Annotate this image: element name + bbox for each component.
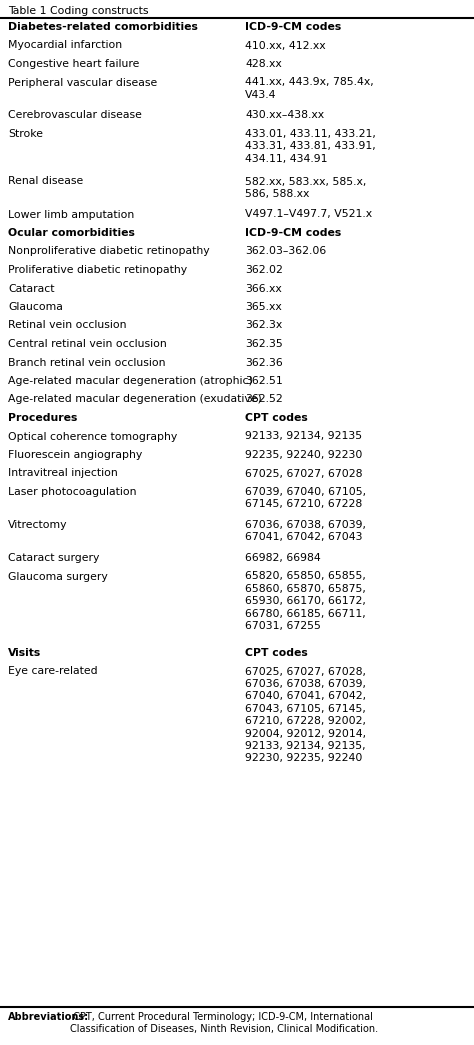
Text: Age-related macular degeneration (atrophic): Age-related macular degeneration (atroph… [8, 376, 253, 386]
Text: Cataract: Cataract [8, 283, 55, 294]
Text: 433.01, 433.11, 433.21,
433.31, 433.81, 433.91,
434.11, 434.91: 433.01, 433.11, 433.21, 433.31, 433.81, … [245, 129, 376, 164]
Text: Cerebrovascular disease: Cerebrovascular disease [8, 111, 142, 120]
Text: 65820, 65850, 65855,
65860, 65870, 65875,
65930, 66170, 66172,
66780, 66185, 667: 65820, 65850, 65855, 65860, 65870, 65875… [245, 572, 366, 631]
Text: Congestive heart failure: Congestive heart failure [8, 59, 139, 69]
Text: Procedures: Procedures [8, 413, 77, 423]
Text: Renal disease: Renal disease [8, 177, 83, 186]
Text: ICD-9-CM codes: ICD-9-CM codes [245, 22, 341, 32]
Text: Table 1 Coding constructs: Table 1 Coding constructs [8, 6, 148, 16]
Text: Vitrectomy: Vitrectomy [8, 520, 67, 530]
Text: 67036, 67038, 67039,
67041, 67042, 67043: 67036, 67038, 67039, 67041, 67042, 67043 [245, 520, 366, 542]
Text: Branch retinal vein occlusion: Branch retinal vein occlusion [8, 357, 165, 368]
Text: CPT, Current Procedural Terminology; ICD-9-CM, International
Classification of D: CPT, Current Procedural Terminology; ICD… [70, 1012, 378, 1035]
Text: 410.xx, 412.xx: 410.xx, 412.xx [245, 41, 326, 50]
Text: V497.1–V497.7, V521.x: V497.1–V497.7, V521.x [245, 209, 372, 219]
Text: 362.02: 362.02 [245, 265, 283, 275]
Text: 430.xx–438.xx: 430.xx–438.xx [245, 111, 324, 120]
Text: Intravitreal injection: Intravitreal injection [8, 468, 118, 479]
Text: Fluorescein angiography: Fluorescein angiography [8, 450, 142, 460]
Text: Abbreviations:: Abbreviations: [8, 1012, 89, 1022]
Text: Glaucoma: Glaucoma [8, 302, 63, 312]
Text: Age-related macular degeneration (exudative): Age-related macular degeneration (exudat… [8, 395, 262, 404]
Text: 362.35: 362.35 [245, 339, 283, 349]
Text: 362.36: 362.36 [245, 357, 283, 368]
Text: 67039, 67040, 67105,
67145, 67210, 67228: 67039, 67040, 67105, 67145, 67210, 67228 [245, 487, 366, 509]
Text: 92235, 92240, 92230: 92235, 92240, 92230 [245, 450, 363, 460]
Text: Myocardial infarction: Myocardial infarction [8, 41, 122, 50]
Text: Diabetes-related comorbidities: Diabetes-related comorbidities [8, 22, 198, 32]
Text: 441.xx, 443.9x, 785.4x,
V43.4: 441.xx, 443.9x, 785.4x, V43.4 [245, 77, 374, 100]
Text: Ocular comorbidities: Ocular comorbidities [8, 228, 135, 238]
Text: Peripheral vascular disease: Peripheral vascular disease [8, 77, 157, 88]
Text: 362.52: 362.52 [245, 395, 283, 404]
Text: Optical coherence tomography: Optical coherence tomography [8, 432, 177, 441]
Text: ICD-9-CM codes: ICD-9-CM codes [245, 228, 341, 238]
Text: Laser photocoagulation: Laser photocoagulation [8, 487, 137, 497]
Text: Glaucoma surgery: Glaucoma surgery [8, 572, 108, 581]
Text: Visits: Visits [8, 648, 41, 658]
Text: Eye care-related: Eye care-related [8, 667, 98, 676]
Text: 428.xx: 428.xx [245, 59, 282, 69]
Text: 66982, 66984: 66982, 66984 [245, 553, 321, 563]
Text: Retinal vein occlusion: Retinal vein occlusion [8, 321, 127, 330]
Text: CPT codes: CPT codes [245, 648, 308, 658]
Text: Nonproliferative diabetic retinopathy: Nonproliferative diabetic retinopathy [8, 247, 210, 256]
Text: 67025, 67027, 67028: 67025, 67027, 67028 [245, 468, 363, 479]
Text: Stroke: Stroke [8, 129, 43, 139]
Text: 365.xx: 365.xx [245, 302, 282, 312]
Text: Proliferative diabetic retinopathy: Proliferative diabetic retinopathy [8, 265, 187, 275]
Text: 92133, 92134, 92135: 92133, 92134, 92135 [245, 432, 362, 441]
Text: CPT codes: CPT codes [245, 413, 308, 423]
Text: 362.03–362.06: 362.03–362.06 [245, 247, 326, 256]
Text: Cataract surgery: Cataract surgery [8, 553, 100, 563]
Text: 362.51: 362.51 [245, 376, 283, 386]
Text: 362.3x: 362.3x [245, 321, 282, 330]
Text: 582.xx, 583.xx, 585.x,
586, 588.xx: 582.xx, 583.xx, 585.x, 586, 588.xx [245, 177, 366, 199]
Text: 366.xx: 366.xx [245, 283, 282, 294]
Text: 67025, 67027, 67028,
67036, 67038, 67039,
67040, 67041, 67042,
67043, 67105, 671: 67025, 67027, 67028, 67036, 67038, 67039… [245, 667, 366, 763]
Text: Central retinal vein occlusion: Central retinal vein occlusion [8, 339, 167, 349]
Text: Lower limb amputation: Lower limb amputation [8, 209, 134, 219]
